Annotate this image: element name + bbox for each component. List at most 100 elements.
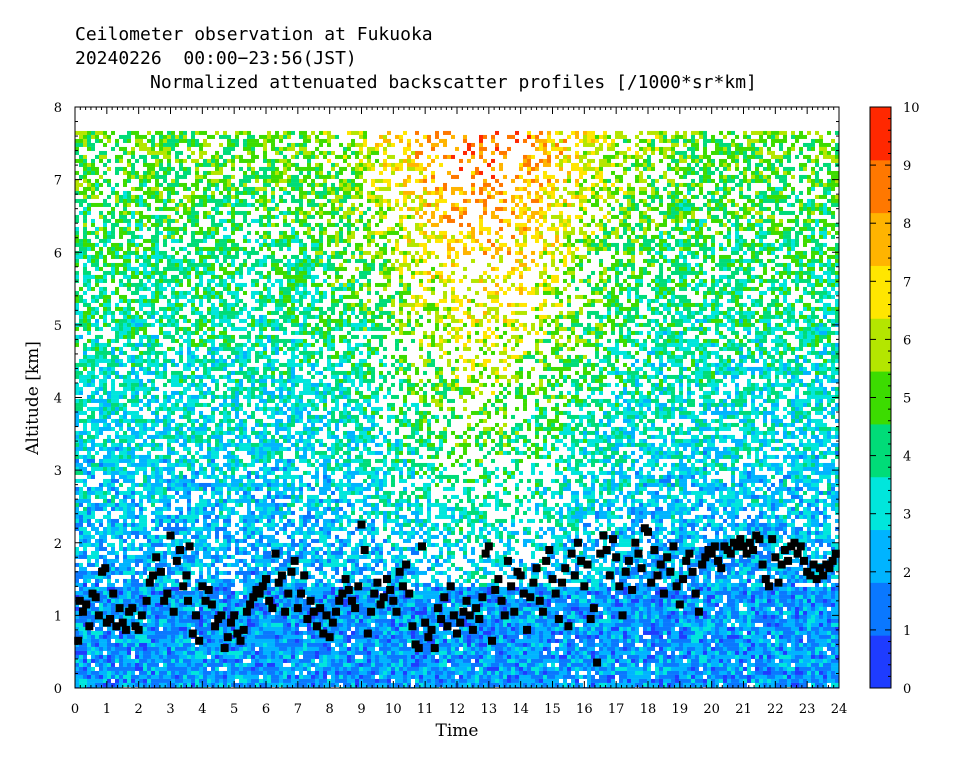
heatmap-cell	[239, 486, 243, 491]
heatmap-cell	[111, 274, 115, 279]
heatmap-cell	[147, 534, 151, 539]
heatmap-cell	[215, 314, 219, 319]
heatmap-cell	[207, 442, 211, 447]
heatmap-cell	[231, 594, 235, 599]
heatmap-cell	[171, 626, 175, 631]
heatmap-cell	[203, 230, 207, 235]
heatmap-cell	[91, 342, 95, 347]
heatmap-cell	[223, 430, 227, 435]
heatmap-cell	[119, 506, 123, 511]
heatmap-cell	[271, 538, 275, 543]
heatmap-cell	[103, 410, 107, 415]
heatmap-cell	[179, 474, 183, 479]
heatmap-cell	[219, 298, 223, 303]
heatmap-cell	[259, 458, 263, 463]
heatmap-cell	[171, 394, 175, 399]
heatmap-cell	[135, 362, 139, 367]
heatmap-cell	[175, 478, 179, 483]
heatmap-cell	[87, 142, 91, 147]
heatmap-cell	[135, 222, 139, 227]
heatmap-cell	[119, 526, 123, 531]
heatmap-cell	[207, 614, 211, 619]
heatmap-cell	[187, 266, 191, 271]
heatmap-cell	[195, 270, 199, 275]
heatmap-cell	[167, 494, 171, 499]
heatmap-cell	[155, 466, 159, 471]
heatmap-cell	[199, 298, 203, 303]
heatmap-cell	[95, 678, 99, 683]
heatmap-cell	[227, 146, 231, 151]
heatmap-cell	[251, 682, 255, 687]
heatmap-cell	[183, 646, 187, 651]
heatmap-cell	[139, 498, 143, 503]
heatmap-cell	[203, 354, 207, 359]
heatmap-cell	[231, 666, 235, 671]
heatmap-cell	[103, 598, 107, 603]
heatmap-cell	[235, 478, 239, 483]
heatmap-cell	[247, 530, 251, 535]
heatmap-cell	[115, 346, 119, 351]
heatmap-cell	[211, 430, 215, 435]
heatmap-cell	[247, 386, 251, 391]
heatmap-cell	[127, 434, 131, 439]
heatmap-cell	[247, 594, 251, 599]
heatmap-cell	[263, 566, 267, 571]
heatmap-cell	[175, 670, 179, 675]
heatmap-cell	[175, 378, 179, 383]
heatmap-cell	[187, 414, 191, 419]
heatmap-cell	[239, 462, 243, 467]
heatmap-cell	[239, 478, 243, 483]
heatmap-cell	[87, 166, 91, 171]
heatmap-cell	[111, 186, 115, 191]
heatmap-cell	[95, 490, 99, 495]
heatmap-cell	[203, 150, 207, 155]
heatmap-cell	[195, 374, 199, 379]
heatmap-cell	[75, 254, 79, 259]
heatmap-cell	[191, 242, 195, 247]
heatmap-cell	[127, 314, 131, 319]
heatmap-cell	[139, 354, 143, 359]
heatmap-cell	[83, 326, 87, 331]
heatmap-cell	[123, 306, 127, 311]
heatmap-cell	[131, 326, 135, 331]
heatmap-cell	[167, 170, 171, 175]
heatmap-cell	[123, 498, 127, 503]
heatmap-cell	[255, 250, 259, 255]
heatmap-cell	[139, 454, 143, 459]
heatmap-cell	[155, 214, 159, 219]
heatmap-cell	[147, 450, 151, 455]
heatmap-cell	[131, 306, 135, 311]
heatmap-cell	[95, 342, 99, 347]
heatmap-cell	[175, 338, 179, 343]
heatmap-cell	[151, 222, 155, 227]
heatmap-cell	[231, 182, 235, 187]
heatmap-cell	[251, 634, 255, 639]
heatmap-cell	[99, 398, 103, 403]
heatmap-cell	[175, 642, 179, 647]
heatmap-cell	[251, 442, 255, 447]
heatmap-cell	[147, 398, 151, 403]
heatmap-cell	[159, 330, 163, 335]
heatmap-cell	[91, 586, 95, 591]
heatmap-cell	[247, 486, 251, 491]
heatmap-cell	[107, 394, 111, 399]
heatmap-cell	[143, 146, 147, 151]
heatmap-cell	[231, 194, 235, 199]
heatmap-cell	[143, 266, 147, 271]
heatmap-cell	[111, 438, 115, 443]
heatmap-cell	[215, 558, 219, 563]
heatmap-cell	[235, 378, 239, 383]
heatmap-cell	[83, 378, 87, 383]
heatmap-cell	[75, 446, 79, 451]
heatmap-cell	[127, 446, 131, 451]
heatmap-cell	[227, 346, 231, 351]
heatmap-cell	[79, 250, 83, 255]
heatmap-cell	[163, 682, 167, 687]
heatmap-cell	[215, 150, 219, 155]
heatmap-cell	[227, 210, 231, 215]
heatmap-cell	[199, 358, 203, 363]
heatmap-cell	[243, 574, 247, 579]
heatmap-cell	[99, 622, 103, 627]
heatmap-cell	[119, 242, 123, 247]
heatmap-cell	[95, 262, 99, 267]
